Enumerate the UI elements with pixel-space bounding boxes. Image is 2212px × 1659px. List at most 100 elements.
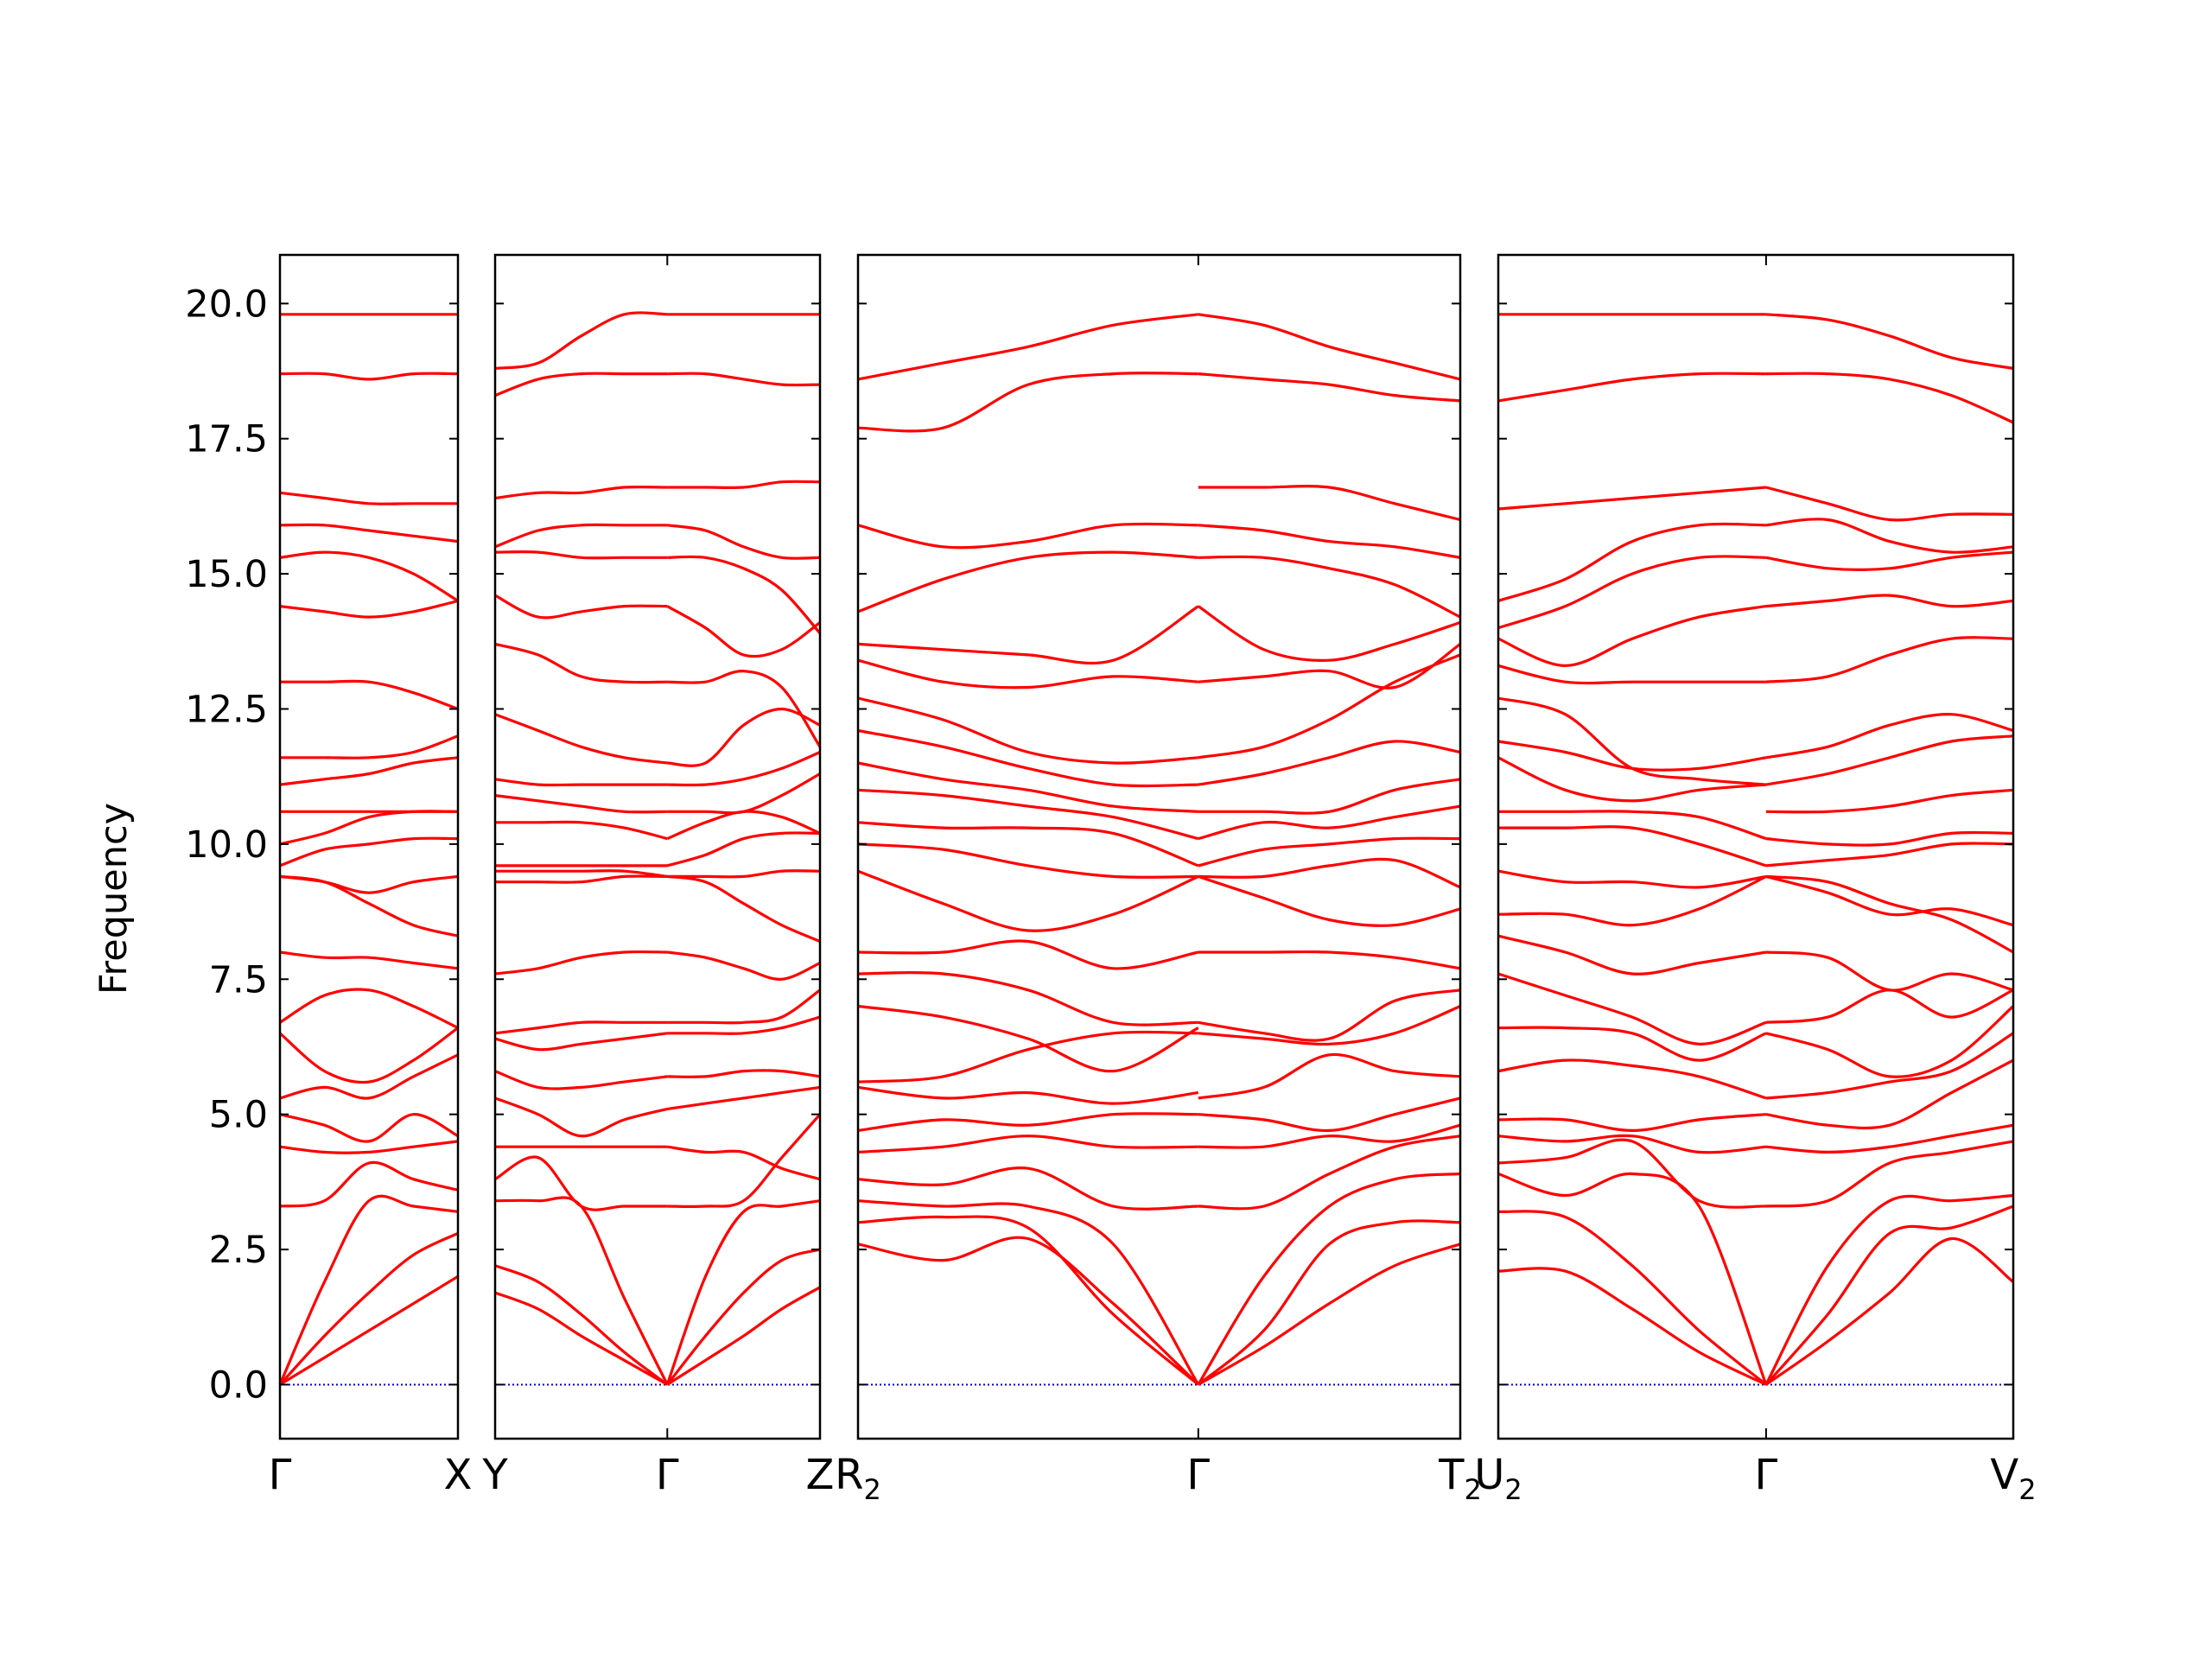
band-curve — [1497, 1172, 1768, 1385]
y-tick-label: 0.0 — [209, 1363, 268, 1407]
band-curve — [279, 1140, 459, 1154]
band-curve — [494, 1070, 668, 1090]
band-curve — [1198, 950, 1461, 970]
band-curve — [1765, 636, 2014, 683]
band-curve — [495, 874, 668, 884]
band-curve — [1765, 874, 2014, 927]
band-curve — [494, 485, 668, 500]
band-curve — [857, 842, 1198, 879]
band-curve — [667, 555, 822, 634]
band-curve — [494, 1032, 668, 1052]
band-curve — [857, 869, 1199, 932]
band-curve — [279, 836, 459, 868]
y-tick-label: 10.0 — [185, 823, 268, 867]
panel-frame — [278, 253, 460, 1440]
band-curve — [1497, 522, 1766, 602]
k-point-label: V2 — [1990, 1451, 2036, 1506]
band-curve — [279, 756, 459, 786]
panel-frame — [493, 253, 822, 1440]
band-curve — [494, 594, 668, 620]
k-point-label: Γ — [269, 1451, 292, 1499]
band-curve — [279, 679, 459, 711]
band-curve — [1198, 857, 1461, 889]
band-curve — [666, 831, 821, 868]
band-curve — [1497, 825, 1767, 868]
band-curve — [494, 1291, 669, 1386]
band-curve — [1497, 696, 1767, 786]
band-curve — [857, 658, 1198, 690]
band-curve — [666, 1248, 821, 1386]
band-curve — [667, 1113, 822, 1209]
band-curve — [1764, 1236, 2014, 1386]
panel-2 — [493, 253, 822, 1440]
band-curve — [1765, 1123, 2014, 1154]
band-curve — [1765, 874, 2014, 954]
band-curve — [1497, 756, 1767, 803]
band-curve — [1198, 988, 1461, 1042]
y-tick-label: 15.0 — [185, 553, 268, 596]
band-curve — [857, 1085, 1199, 1105]
band-curve — [857, 1166, 1198, 1211]
k-point-label: Γ — [1755, 1451, 1778, 1499]
band-curve — [1197, 1172, 1461, 1386]
band-curve — [857, 696, 1198, 765]
band-curve — [279, 874, 459, 894]
band-curve — [1497, 555, 1766, 630]
band-curve — [1198, 524, 1461, 559]
band-curve — [666, 1286, 821, 1386]
band-curve — [494, 820, 668, 841]
band-curve — [1765, 1140, 2014, 1208]
panel-3 — [856, 253, 1462, 1440]
band-curve — [1765, 1058, 2014, 1130]
band-curve — [667, 524, 821, 560]
band-curve — [1765, 518, 2014, 554]
band-curve — [667, 751, 821, 787]
band-curve — [494, 950, 668, 976]
band-curve — [667, 772, 821, 815]
band-curve — [1497, 1113, 1767, 1132]
band-curve — [279, 1274, 459, 1386]
band-curve — [1198, 1005, 1461, 1046]
band-curve — [1197, 605, 1461, 662]
band-curve — [279, 1160, 459, 1208]
band-curve — [857, 1112, 1198, 1132]
band-curve — [667, 670, 822, 748]
band-curve — [667, 1015, 821, 1035]
band-curve — [1497, 869, 1767, 889]
band-curve — [494, 794, 668, 814]
band-curve — [278, 1231, 459, 1386]
band-curve — [857, 1135, 1198, 1154]
band-curve — [1764, 1193, 2014, 1386]
band-curve — [495, 869, 668, 878]
band-curve — [857, 971, 1198, 1027]
band-curve — [494, 372, 668, 397]
band-curve — [1497, 934, 1767, 976]
band-curve — [494, 1264, 669, 1386]
band-curve — [494, 550, 668, 560]
y-tick-label: 17.5 — [185, 418, 268, 461]
band-curve — [1497, 740, 1767, 772]
band-curve — [667, 988, 821, 1025]
band-curve — [279, 1113, 459, 1143]
band-curve — [494, 1020, 668, 1035]
panel-frame — [1497, 253, 2015, 1440]
band-curve — [1198, 1096, 1461, 1133]
band-curve — [1765, 788, 2014, 814]
band-curve — [1765, 1005, 2015, 1078]
band-curve — [494, 778, 668, 787]
band-curve — [1765, 734, 2014, 786]
band-curve — [667, 1085, 821, 1110]
y-tick-label: 20.0 — [185, 283, 268, 326]
band-curve — [1497, 486, 1767, 511]
band-curve — [1497, 372, 1766, 403]
band-curve — [1197, 1243, 1461, 1386]
band-curve — [279, 1053, 459, 1100]
band-curve — [1765, 713, 2014, 760]
band-curve — [1198, 1135, 1461, 1211]
band-curve — [666, 605, 821, 658]
band-curve — [1198, 313, 1461, 381]
y-tick-label: 5.0 — [209, 1094, 268, 1137]
band-curve — [1765, 988, 2014, 1024]
band-curve — [857, 821, 1199, 868]
band-curve — [1198, 643, 1461, 690]
